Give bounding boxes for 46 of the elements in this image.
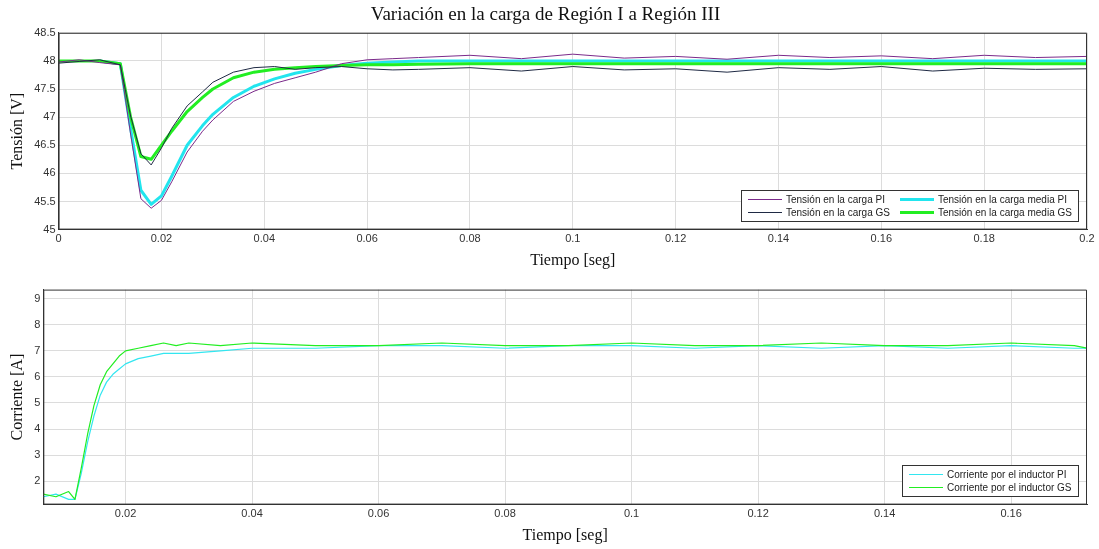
y-tick-label: 47.5	[34, 82, 56, 95]
y-tick-label: 8	[34, 317, 41, 330]
x-axis-title: Tiempo [seg]	[530, 250, 616, 269]
y-tick-label: 48	[43, 53, 56, 66]
x-tick-label: 0.1	[565, 232, 581, 245]
x-tick-label: 0.08	[459, 232, 481, 245]
x-axis-title: Tiempo [seg]	[522, 525, 608, 544]
y-tick-label: 5	[34, 395, 41, 408]
x-tick-label: 0.04	[253, 232, 275, 245]
x-tick-label: 0.2	[1079, 232, 1095, 245]
legend-label: Tensión en la carga media PI	[937, 192, 1067, 206]
x-tick-label: 0.18	[973, 232, 995, 245]
y-tick-label: 9	[34, 291, 41, 304]
y-tick-label: 3	[34, 448, 41, 461]
y-tick-label: 46.5	[34, 138, 56, 151]
legend-label: Tensión en la carga GS	[786, 205, 890, 219]
x-tick-label: 0.14	[873, 507, 896, 520]
x-tick-label: 0.02	[114, 507, 137, 520]
y-axis-title: Tensión [V]	[7, 92, 25, 170]
chart-title: Variación en la carga de Región I a Región III	[370, 3, 721, 25]
legend-label: Corriente por el inductor GS	[947, 480, 1072, 494]
legend-label: Tensión en la carga PI	[786, 192, 885, 206]
y-tick-label: 45.5	[34, 194, 56, 207]
x-tick-label: 0.1	[623, 507, 640, 520]
x-tick-label: 0.16	[870, 232, 893, 245]
y-tick-label: 45	[43, 222, 56, 235]
x-tick-label: 0.08	[494, 507, 516, 520]
legend-label: Corriente por el inductor PI	[947, 467, 1067, 481]
x-tick-label: 0.04	[241, 507, 263, 520]
y-tick-label: 47	[43, 110, 56, 123]
y-tick-label: 48.5	[34, 25, 56, 38]
x-tick-label: 0.06	[356, 232, 378, 245]
y-tick-label: 6	[34, 369, 41, 382]
y-tick-label: 4	[34, 422, 41, 435]
y-tick-label: 46	[43, 166, 56, 179]
x-tick-label: 0.12	[664, 232, 687, 245]
x-tick-label: 0.12	[747, 507, 769, 520]
x-tick-label: 0.06	[367, 507, 390, 520]
x-tick-label: 0.14	[767, 232, 790, 245]
x-tick-label: 0	[55, 232, 62, 245]
y-axis-title: Corriente [A]	[7, 353, 25, 441]
y-tick-label: 2	[34, 474, 41, 487]
y-tick-label: 7	[34, 343, 41, 356]
x-tick-label: 0.02	[150, 232, 173, 245]
x-tick-label: 0.16	[1000, 507, 1022, 520]
legend-label: Tensión en la carga media GS	[937, 205, 1072, 219]
